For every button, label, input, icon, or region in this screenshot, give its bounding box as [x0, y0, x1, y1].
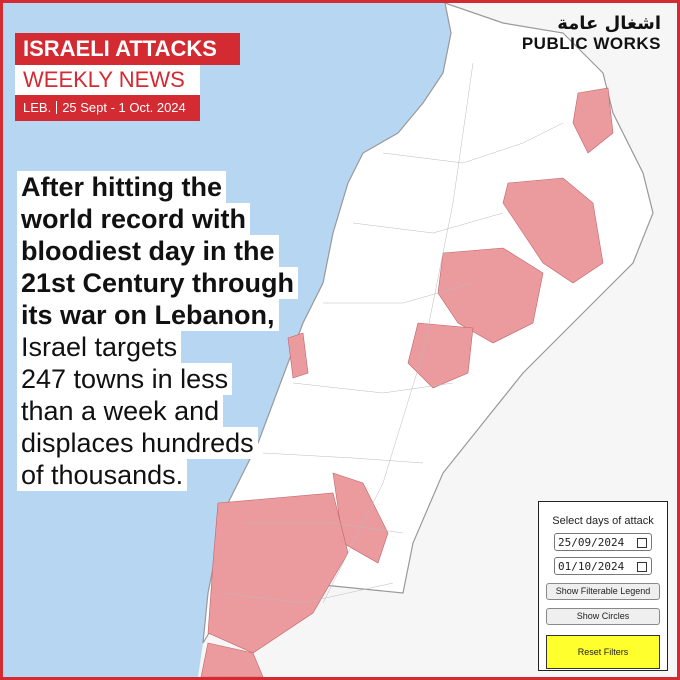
date-range: 25 Sept - 1 Oct. 2024 [62, 100, 186, 115]
district-lines [222, 62, 564, 604]
attacked-area [502, 177, 604, 284]
start-date-input[interactable]: 25/09/2024 [554, 533, 652, 551]
headline-bold-line: its war on Lebanon, [17, 299, 279, 331]
headline-row: 247 towns in less [17, 363, 298, 395]
country: LEB. [23, 100, 52, 115]
attacked-areas [200, 87, 614, 677]
headline-row: of thousands. [17, 459, 298, 491]
headline-row: its war on Lebanon, [17, 299, 298, 331]
headline-row: Israel targets [17, 331, 298, 363]
headline-bold-line: bloodiest day in the [17, 235, 279, 267]
attacked-area [287, 332, 309, 379]
attacked-area [407, 322, 474, 389]
headline-row: bloodiest day in the [17, 235, 298, 267]
headline-line: displaces hundreds [17, 427, 258, 459]
attacked-area [207, 492, 349, 654]
headline-row: world record with [17, 203, 298, 235]
header-subtitle: WEEKLY NEWS [15, 65, 200, 95]
end-date-input[interactable]: 01/10/2024 [554, 557, 652, 575]
attacked-area [200, 642, 264, 677]
filter-panel: Select days of attack 25/09/2024 01/10/2… [538, 501, 668, 671]
headline-row: After hitting the [17, 171, 298, 203]
panel-label: Select days of attack [552, 515, 654, 527]
headline-bold-line: 21st Century through [17, 267, 299, 299]
circles-button[interactable]: Show Circles [546, 608, 660, 625]
lebanon-outline [202, 3, 654, 644]
headline-line: of thousands. [17, 459, 188, 491]
logo-latin: PUBLIC WORKS [521, 34, 661, 53]
header-title: ISRAELI ATTACKS [15, 33, 240, 65]
headline-row: than a week and [17, 395, 298, 427]
headline-line: 247 towns in less [17, 363, 233, 395]
headline-row: 21st Century through [17, 267, 299, 299]
attacked-area [572, 87, 614, 154]
headline-bold-line: After hitting the [17, 171, 226, 203]
headline-line: Israel targets [17, 331, 182, 363]
attacked-area [437, 247, 544, 344]
headline-row: displaces hundreds [17, 427, 298, 459]
map [3, 3, 677, 677]
logo: اشغال عامة PUBLIC WORKS [522, 13, 661, 53]
legend-button[interactable]: Show Filterable Legend [546, 583, 660, 600]
reset-button[interactable]: Reset Filters [546, 635, 660, 669]
logo-arabic: اشغال عامة [557, 13, 661, 34]
headline-line: than a week and [17, 395, 224, 427]
headline-bold-line: world record with [17, 203, 251, 235]
headline: After hitting the world record with bloodi… [17, 171, 299, 491]
header-meta: LEB. 25 Sept - 1 Oct. 2024 [15, 95, 200, 121]
